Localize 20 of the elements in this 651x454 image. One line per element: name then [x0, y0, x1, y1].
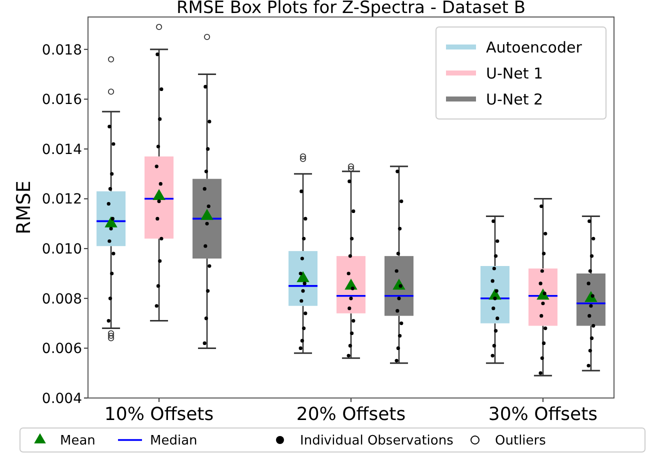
legend-label: Autoencoder [486, 38, 583, 56]
y-tick-label: 0.012 [42, 192, 82, 208]
y-tick-label: 0.018 [42, 42, 82, 58]
y-tick-label: 0.004 [42, 390, 82, 407]
text: Outliers [495, 434, 546, 449]
y-axis-title: RMSE [13, 180, 35, 234]
text: Individual Observations [300, 434, 454, 449]
legend-label: U-Net 2 [486, 90, 544, 108]
y-tick-label: 0.008 [42, 291, 82, 308]
y-tick-label: 0.014 [42, 142, 82, 158]
legend-label: U-Net 1 [486, 64, 544, 82]
x-tick-label: 30% Offsets [488, 404, 598, 425]
chart-title: RMSE Box Plots for Z-Spectra - Dataset B [176, 0, 526, 18]
y-tick-label: 0.016 [42, 92, 82, 108]
x-tick-label: 10% Offsets [104, 404, 214, 425]
y-tick-label: 0.006 [42, 341, 82, 358]
text: Median [150, 434, 198, 449]
text: Mean [60, 434, 96, 449]
y-tick-label: 0.010 [42, 241, 82, 258]
x-tick-label: 20% Offsets [296, 404, 406, 425]
